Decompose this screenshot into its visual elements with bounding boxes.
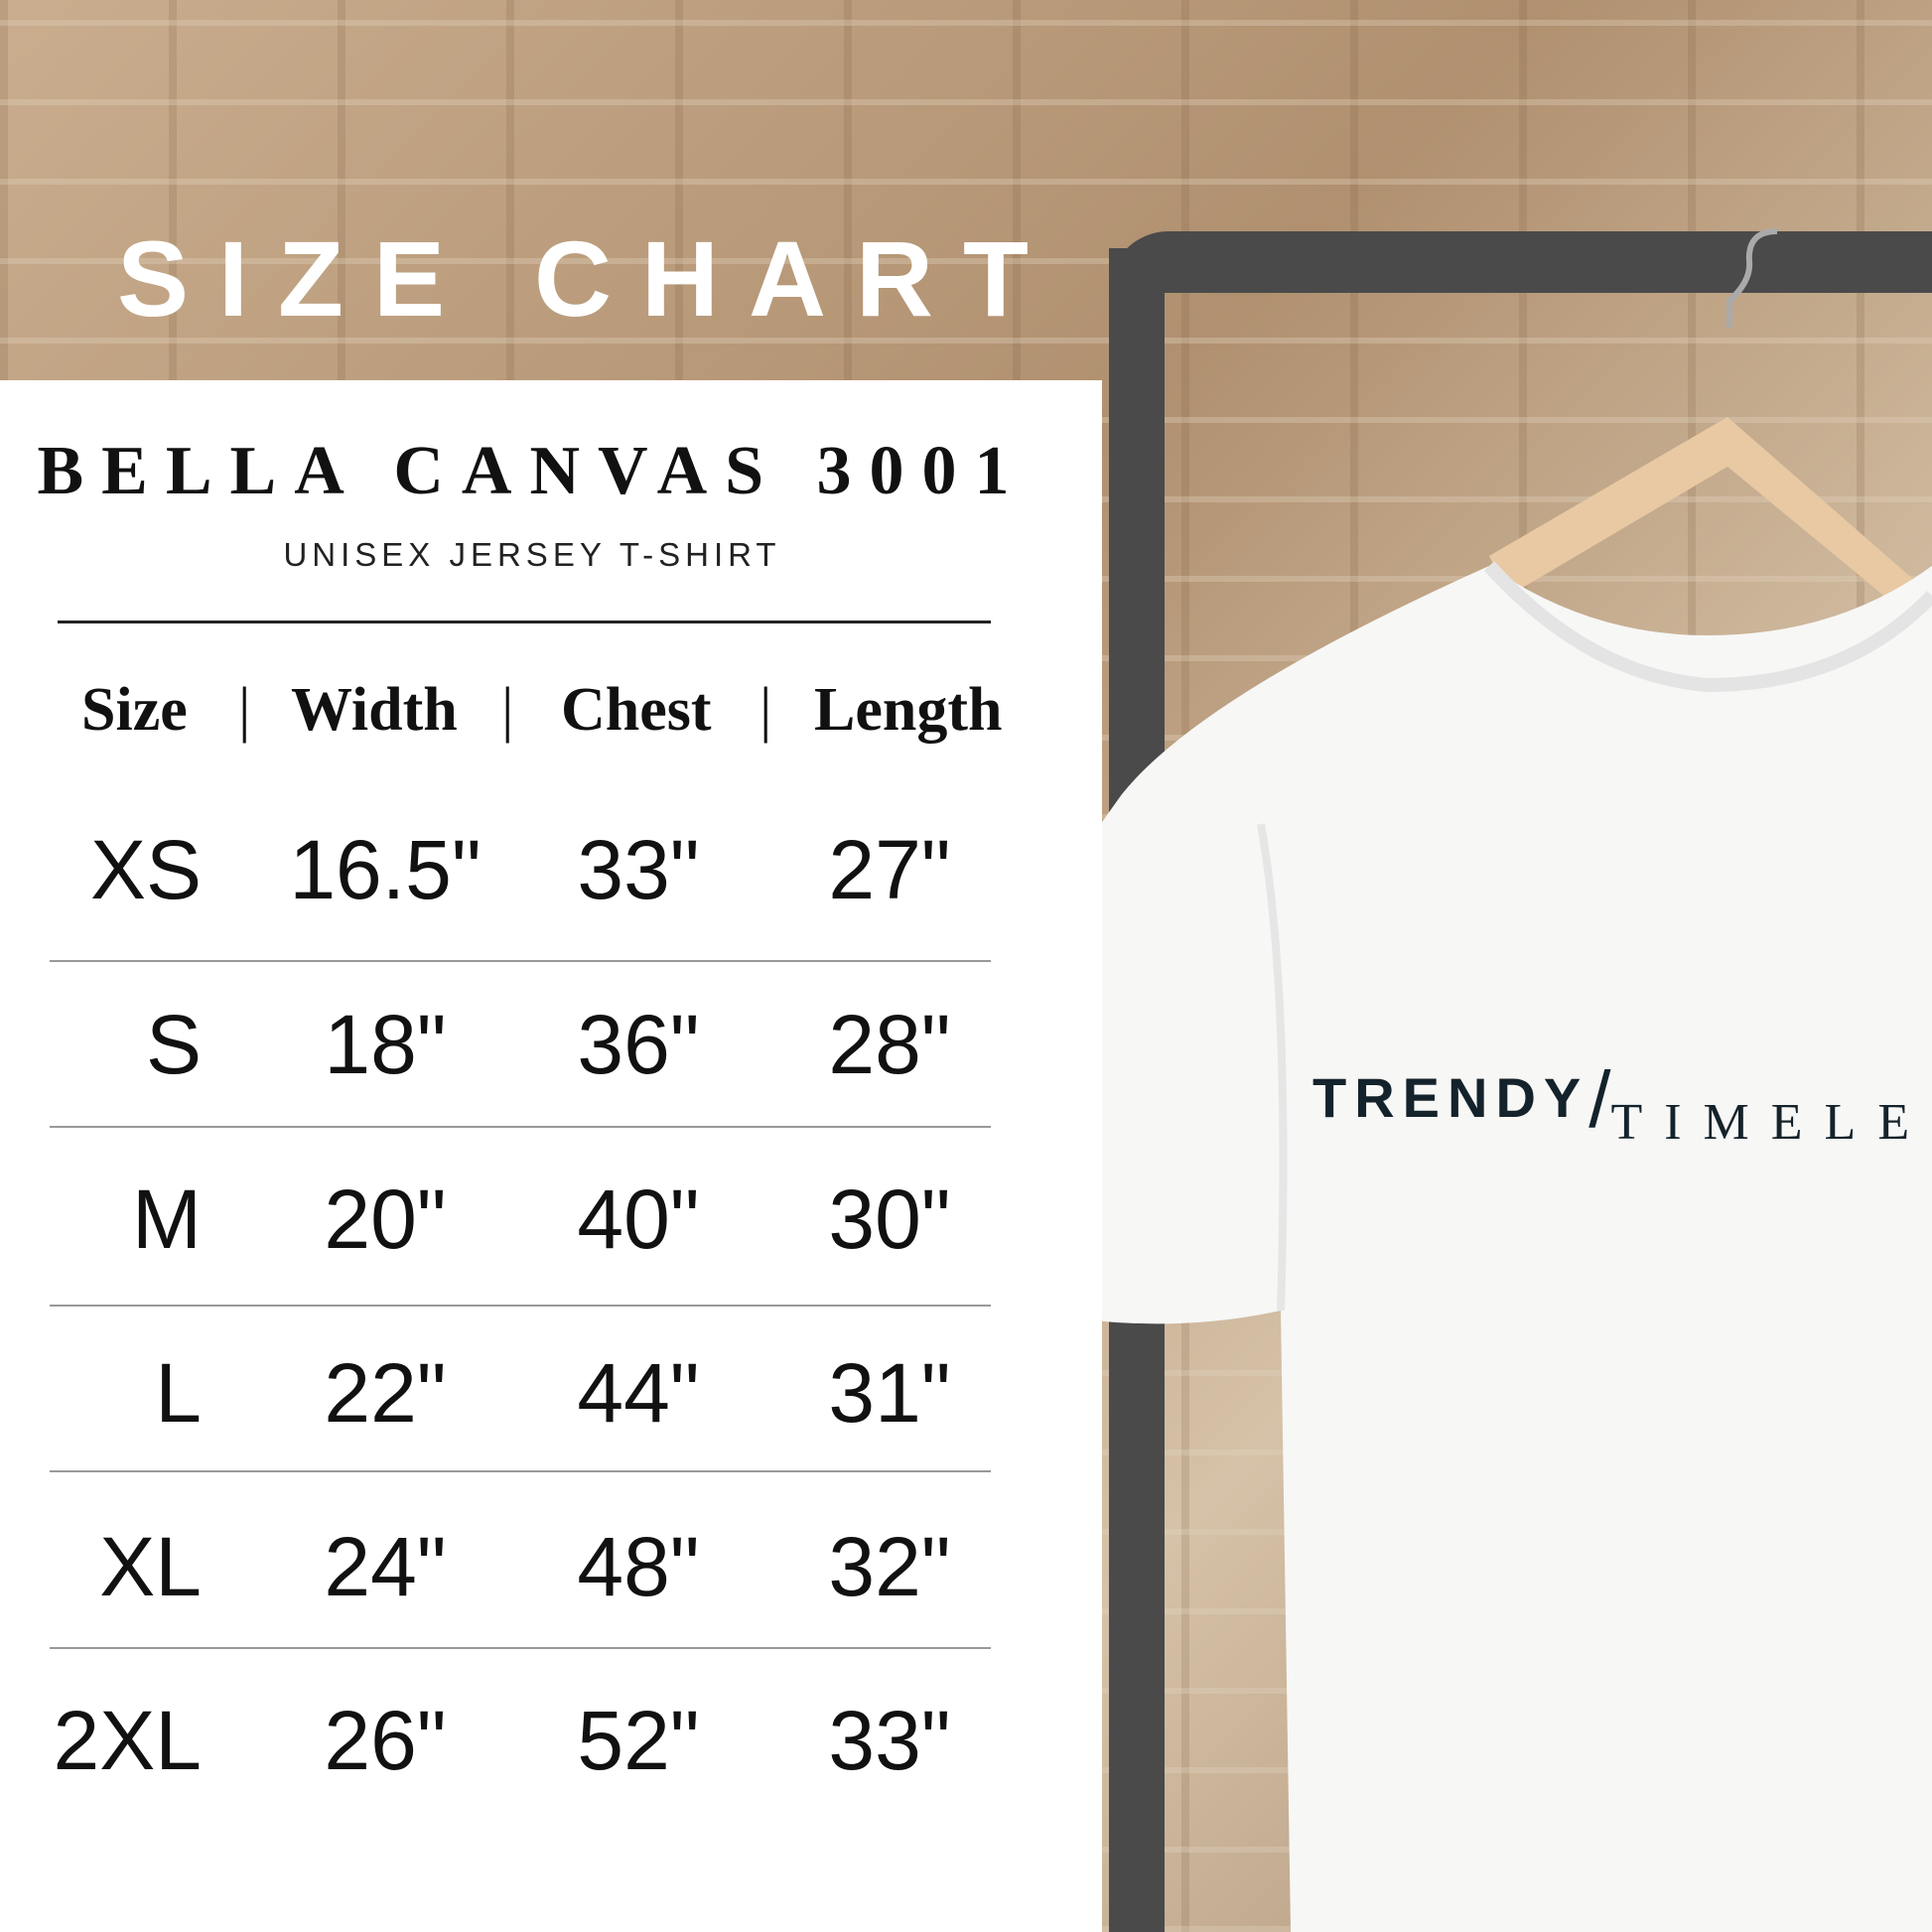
cell-size: 2XL <box>53 1694 202 1787</box>
cell-size: XS <box>89 823 202 916</box>
page-title: SIZE CHART <box>117 218 1058 339</box>
cell-size: XL <box>99 1520 202 1613</box>
cell-chest: 44" <box>577 1346 700 1440</box>
header-separator: | <box>759 676 772 744</box>
cell-length: 32" <box>828 1520 951 1613</box>
header-length: Length <box>814 676 1003 744</box>
row-divider <box>50 1470 991 1472</box>
cell-chest: 40" <box>577 1173 700 1266</box>
cell-size: S <box>145 998 202 1091</box>
cell-width: 16.5" <box>289 823 482 916</box>
print-slash: / <box>1588 1055 1611 1144</box>
row-divider <box>50 1126 991 1128</box>
row-divider <box>50 1647 991 1649</box>
header-width: Width <box>291 676 458 744</box>
cell-length: 28" <box>828 998 951 1091</box>
header-chest: Chest <box>561 676 712 744</box>
cell-chest: 36" <box>577 998 700 1091</box>
cell-length: 31" <box>828 1346 951 1440</box>
cell-width: 20" <box>324 1173 447 1266</box>
header-separator: | <box>238 676 251 744</box>
cell-size: M <box>132 1173 202 1266</box>
header-size: Size <box>81 676 188 744</box>
product-name: BELLA CANVAS 3001 <box>37 433 1028 509</box>
cell-width: 22" <box>324 1346 447 1440</box>
print-trendy: TRENDY <box>1312 1066 1589 1129</box>
clothing-rack-bar <box>1109 231 1932 293</box>
cell-length: 30" <box>828 1173 951 1266</box>
cell-width: 24" <box>324 1520 447 1613</box>
size-chart-panel <box>0 380 1102 1932</box>
row-divider <box>50 1305 991 1307</box>
product-subtitle: UNISEX JERSEY T-SHIRT <box>283 536 781 573</box>
cell-length: 27" <box>828 823 951 916</box>
cell-width: 26" <box>324 1694 447 1787</box>
shirt-print-text: TRENDY/TIMELE <box>1312 1044 1931 1151</box>
cell-width: 18" <box>324 998 447 1091</box>
header-divider <box>58 621 991 623</box>
cell-chest: 48" <box>577 1520 700 1613</box>
print-timeless: TIMELE <box>1610 1094 1932 1151</box>
header-separator: | <box>501 676 514 744</box>
row-divider <box>50 960 991 962</box>
cell-size: L <box>155 1346 202 1440</box>
cell-length: 33" <box>828 1694 951 1787</box>
cell-chest: 33" <box>577 823 700 916</box>
cell-chest: 52" <box>577 1694 700 1787</box>
